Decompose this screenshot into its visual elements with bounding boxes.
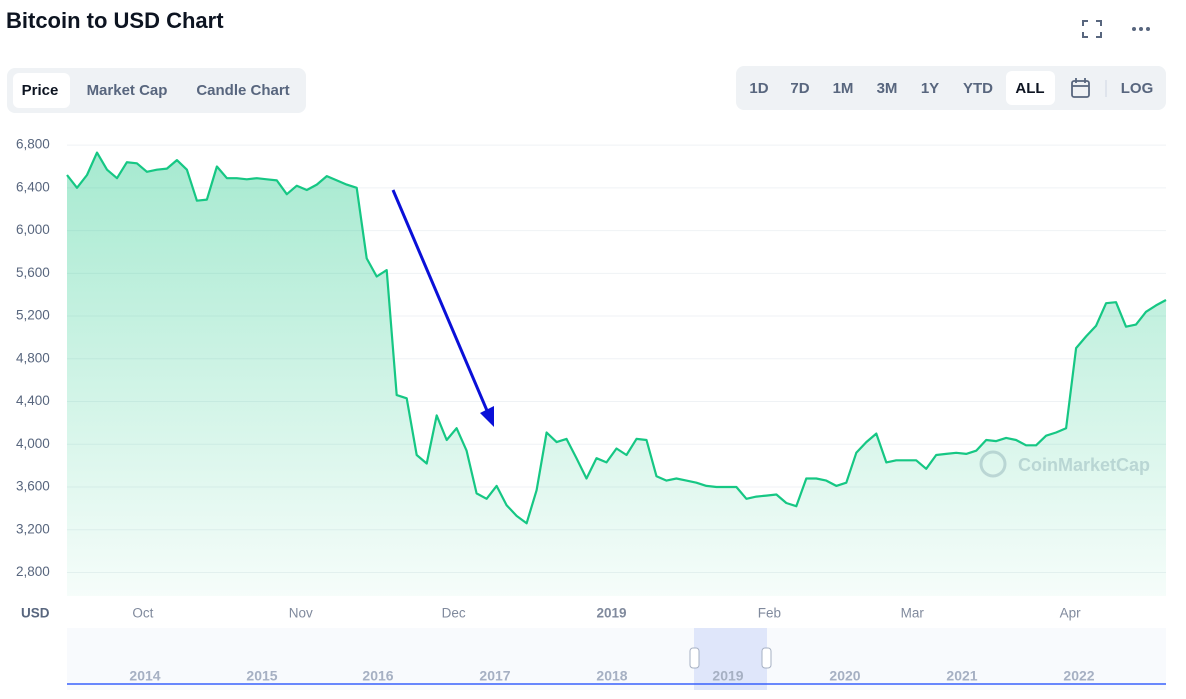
calendar-icon[interactable] [1071,78,1090,98]
range-button[interactable]: 1D [749,80,768,97]
range-button[interactable]: 1Y [921,80,939,97]
y-tick-label: 5,600 [16,265,50,280]
y-tick-label: 4,800 [16,350,50,365]
navigator-year: 2020 [829,668,860,684]
navigator-handle[interactable] [761,647,772,669]
navigator-handle[interactable] [689,647,700,669]
currency-label: USD [21,606,50,621]
active-tab-bg [13,73,70,108]
navigator-year: 2022 [1063,668,1094,684]
active-range-bg [1006,71,1055,105]
range-button[interactable]: YTD [963,80,993,97]
price-area [67,152,1166,596]
tab-button[interactable]: Market Cap [87,82,168,99]
annotation-arrowhead [480,406,494,427]
navigator-year: 2014 [129,668,160,684]
x-tick-label: Oct [132,606,153,621]
tab-button[interactable]: Candle Chart [196,82,289,99]
more-icon[interactable] [1132,27,1150,31]
y-tick-label: 6,400 [16,179,50,194]
tab-button[interactable]: Price [22,82,59,99]
range-button[interactable]: 7D [790,80,809,97]
y-tick-label: 3,200 [16,521,50,536]
x-tick-label: Dec [442,606,466,621]
navigator-year: 2017 [479,668,510,684]
navigator-bg [67,628,1166,690]
navigator-selection[interactable] [694,628,767,690]
chart-title: Bitcoin to USD Chart [6,8,224,33]
range-button[interactable]: 3M [877,80,898,97]
x-tick-label: Apr [1060,606,1082,621]
y-tick-label: 4,400 [16,393,50,408]
navigator-year: 2019 [712,668,743,684]
range-button[interactable]: ALL [1015,80,1044,97]
y-tick-label: 6,000 [16,222,50,237]
y-tick-label: 6,800 [16,137,50,152]
x-tick-label: Mar [901,606,925,621]
range-button[interactable]: LOG [1121,80,1154,97]
tab-group [7,68,306,113]
range-group [736,66,1166,110]
annotation-arrow [391,189,493,421]
navigator-year: 2016 [362,668,393,684]
y-tick-label: 3,600 [16,479,50,494]
y-tick-label: 5,200 [16,308,50,323]
y-tick-label: 4,000 [16,436,50,451]
navigator-year: 2018 [596,668,627,684]
range-button[interactable]: 1M [833,80,854,97]
navigator-year: 2021 [946,668,977,684]
price-line [66,151,1167,525]
x-tick-label: 2019 [596,606,626,621]
navigator-year: 2015 [246,668,277,684]
y-tick-label: 2,800 [16,564,50,579]
x-tick-label: Nov [289,606,313,621]
fullscreen-icon[interactable] [1082,20,1102,38]
x-tick-label: Feb [758,606,781,621]
